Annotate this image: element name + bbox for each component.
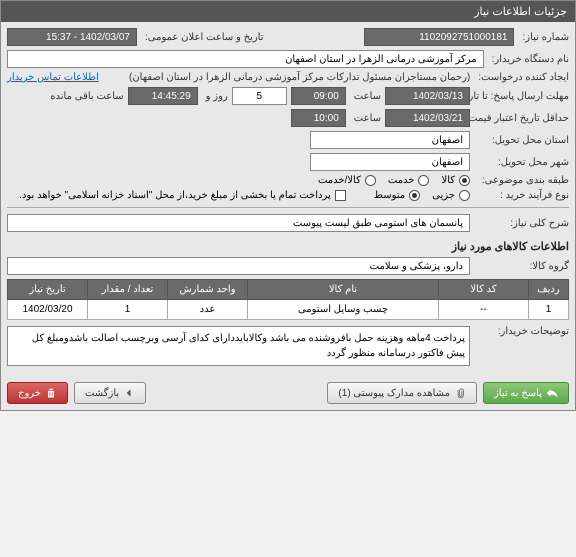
- cell-qty: 1: [88, 300, 168, 320]
- items-table: ردیف کد کالا نام کالا واحد شمارش تعداد /…: [7, 279, 569, 320]
- cell-unit: عدد: [168, 300, 248, 320]
- resp-time-label: ساعت: [350, 91, 381, 102]
- days-label: روز و: [202, 91, 228, 102]
- radio-checked-icon: [459, 175, 470, 186]
- reply-icon: [546, 387, 558, 399]
- group-label: گروه کالا:: [474, 261, 569, 272]
- table-row[interactable]: 1 -- چسب وسایل استومی عدد 1 1402/03/20: [8, 300, 569, 320]
- button-bar: پاسخ به نیاز مشاهده مدارک پیوستی (1) باز…: [1, 376, 575, 410]
- pub-datetime-value: 1402/03/07 - 15:37: [7, 28, 137, 46]
- resp-date-value: 1402/03/13: [385, 87, 470, 105]
- checkbox-icon: [335, 190, 346, 201]
- radio-icon: [459, 190, 470, 201]
- col-qty: تعداد / مقدار: [88, 280, 168, 300]
- exit-button-label: خروج: [18, 388, 41, 399]
- valid-date-value: 1402/03/21: [385, 109, 470, 127]
- remain-time-value: 14:45:29: [128, 87, 198, 105]
- valid-time-label: ساعت: [350, 113, 381, 124]
- exit-button[interactable]: خروج: [7, 382, 68, 404]
- resp-deadline-label: مهلت ارسال پاسخ: تا تاریخ:: [474, 91, 569, 102]
- proc-label: نوع فرآیند خرید :: [474, 190, 569, 201]
- proc-medium-label: متوسط: [374, 190, 405, 201]
- cell-index: 1: [529, 300, 569, 320]
- days-count-value: 5: [232, 87, 287, 105]
- col-date: تاریخ نیاز: [8, 280, 88, 300]
- class-service-option[interactable]: خدمت: [388, 175, 430, 186]
- proc-small-option[interactable]: جزیی: [432, 190, 470, 201]
- creator-label: ایجاد کننده درخواست:: [474, 72, 569, 83]
- view-attach-button[interactable]: مشاهده مدارک پیوستی (1): [327, 382, 477, 404]
- back-button-label: بازگشت: [85, 388, 119, 399]
- valid-time-value: 10:00: [291, 109, 346, 127]
- col-index: ردیف: [529, 280, 569, 300]
- col-unit: واحد شمارش: [168, 280, 248, 300]
- pay-note-label: پرداخت تمام یا بخشی از مبلغ خرید،از محل …: [19, 190, 331, 201]
- city-label: شهر محل تحویل:: [474, 157, 569, 168]
- class-service-label: خدمت: [388, 175, 415, 186]
- desc-value: پانسمان های استومی طبق لیست پیوست: [7, 214, 470, 232]
- desc-label: شرح کلی نیاز:: [474, 218, 569, 229]
- loc-value: اصفهان: [310, 131, 470, 149]
- buyer-notes-value: پرداخت 4ماهه وهزینه حمل بافروشنده می باش…: [7, 326, 470, 366]
- radio-checked-icon: [409, 190, 420, 201]
- back-button[interactable]: بازگشت: [74, 382, 146, 404]
- proc-radio-group: جزیی متوسط: [374, 190, 470, 201]
- attachment-icon: [454, 387, 466, 399]
- class-goods-option[interactable]: کالا: [441, 175, 470, 186]
- buyer-label: نام دستگاه خریدار:: [488, 54, 569, 65]
- city-value: اصفهان: [310, 153, 470, 171]
- need-details-panel: جزئیات اطلاعات نیاز شماره نیاز: 11020927…: [0, 0, 576, 411]
- radio-icon: [418, 175, 429, 186]
- proc-small-label: جزیی: [432, 190, 455, 201]
- cell-code: --: [439, 300, 529, 320]
- exit-icon: [45, 387, 57, 399]
- resp-time-value: 09:00: [291, 87, 346, 105]
- class-radio-group: کالا خدمت کالا/خدمت: [318, 175, 470, 186]
- class-both-label: کالا/خدمت: [318, 175, 361, 186]
- need-no-value: 1102092751000181: [364, 28, 514, 46]
- view-attach-button-label: مشاهده مدارک پیوستی (1): [338, 388, 450, 399]
- cell-date: 1402/03/20: [8, 300, 88, 320]
- contact-link[interactable]: اطلاعات تماس خریدار: [7, 72, 99, 83]
- creator-value: (رحمان مستاجران مسئول تدارکات مرکز آموزش…: [103, 72, 470, 83]
- panel-title: جزئیات اطلاعات نیاز: [1, 1, 575, 22]
- pub-datetime-label: تاریخ و ساعت اعلان عمومی:: [141, 32, 264, 43]
- class-both-option[interactable]: کالا/خدمت: [318, 175, 376, 186]
- proc-medium-option[interactable]: متوسط: [374, 190, 420, 201]
- class-goods-label: کالا: [441, 175, 455, 186]
- back-icon: [123, 387, 135, 399]
- col-name: نام کالا: [248, 280, 439, 300]
- buyer-value: مرکز آموزشی درمانی الزهرا در استان اصفها…: [7, 50, 484, 68]
- group-value: دارو، پزشکی و سلامت: [7, 257, 470, 275]
- radio-icon: [365, 175, 376, 186]
- items-section-title: اطلاعات کالاهای مورد نیاز: [7, 240, 569, 253]
- cell-name: چسب وسایل استومی: [248, 300, 439, 320]
- table-header-row: ردیف کد کالا نام کالا واحد شمارش تعداد /…: [8, 280, 569, 300]
- loc-label: استان محل تحویل:: [474, 135, 569, 146]
- respond-button[interactable]: پاسخ به نیاز: [483, 382, 569, 404]
- need-no-label: شماره نیاز:: [518, 32, 569, 43]
- col-code: کد کالا: [439, 280, 529, 300]
- remain-label: ساعت باقی مانده: [46, 91, 123, 102]
- valid-label: حداقل تاریخ اعتبار قیمت: تا تاریخ:: [474, 113, 569, 124]
- class-label: طبقه بندی موضوعی:: [474, 175, 569, 186]
- respond-button-label: پاسخ به نیاز: [494, 388, 542, 399]
- buyer-notes-label: توضیحات خریدار:: [474, 326, 569, 337]
- pay-note-check[interactable]: پرداخت تمام یا بخشی از مبلغ خرید،از محل …: [19, 190, 346, 201]
